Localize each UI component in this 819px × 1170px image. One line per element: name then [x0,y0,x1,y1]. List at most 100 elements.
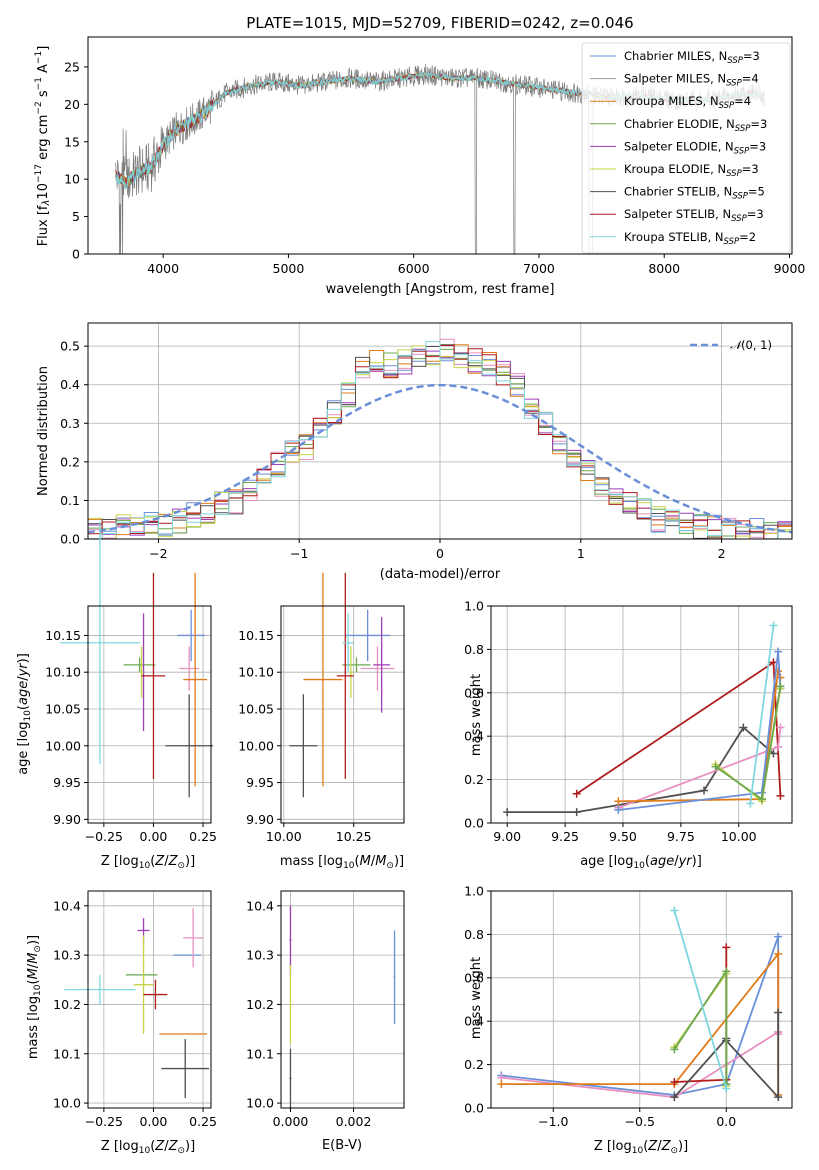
ageM-ytick-label: 10.10 [238,665,274,680]
residual-ytick-label: 0.0 [60,532,80,547]
wAge-marker [774,647,783,656]
spectrum-ytick-label: 15 [64,134,80,149]
legend-label: Kroupa MILES, NSSP=4 [624,94,751,111]
residual-histogram-kroupa-stelib [88,341,792,540]
wAge-marker [769,749,778,758]
wAge-series-line [618,651,782,811]
residual-ylabel: Normed distribution [36,366,51,496]
weight-vs-age-panel: 9.00 9.25 9.50 9.75 10.00 0.0 0.2 0.4 0.6 0.8 1.0 [464,599,793,844]
ageZ-xtick-label: 0.00 [140,829,168,844]
spectrum-ytick-label: 25 [64,59,80,74]
ageM-frame [280,605,405,824]
spectrum-xtick-label: 6000 [398,261,430,276]
massE-ytick-label: 10.3 [246,948,274,963]
massZ-xlabel: Z [log10(Z/Z⊙)] [101,1139,195,1156]
wAge-marker [774,743,783,752]
wZ-marker [670,1077,679,1086]
wZ-xtick-label: −0.5 [625,1114,655,1129]
ageZ-ytick-label: 10.10 [45,665,81,680]
legend-label: Chabrier ELODIE, NSSP=3 [624,117,767,134]
massZ-xtick-label: −0.25 [85,1114,123,1129]
residual-legend: 𝒩(0, 1) [690,338,772,352]
wZ-ytick-label: 0.4 [464,1014,484,1029]
spectrum-xlabel: wavelength [Angstrom, rest frame] [326,282,555,297]
age-vs-mass-panel: 10.00 10.25 9.90 9.95 10.00 10.05 10.10 10.15 [238,572,405,844]
wAge-marker [614,805,623,814]
normal-curve [87,383,793,534]
wZ-marker [670,1045,679,1054]
wZ-marker [722,967,731,976]
spectrum-xtick-label: 7000 [523,261,555,276]
ageM-xtick-label: 10.00 [266,829,302,844]
residual-plot-area [87,323,793,540]
wZ-marker [670,1093,679,1102]
spectrum-ticks: 4000 5000 6000 7000 8000 9000 0 5 10 15 20 25 [64,59,805,276]
massZ-ytick-label: 10.4 [53,898,81,913]
ageZ-xtick-label: −0.25 [85,829,123,844]
residual-xtick-label: −2 [149,546,167,561]
wAge-xtick-label: 9.75 [667,829,695,844]
spectrum-xtick-label: 4000 [147,261,179,276]
residual-xlabel: (data-model)/error [380,567,501,582]
wAge-marker [776,791,785,800]
massE-ytick-label: 10.2 [246,997,274,1012]
wAge-marker [739,723,748,732]
wZ-marker [774,1008,783,1017]
massE-ytick-label: 10.0 [246,1096,274,1111]
wAge-marker [572,808,581,817]
massZ-ytick-label: 10.0 [53,1096,81,1111]
wZ-ylabel: mass weight [469,957,484,1039]
legend-label: Salpeter ELODIE, NSSP=3 [624,139,766,156]
ageM-xlabel: mass [log10(M/M⊙)] [280,854,404,871]
wZ-series-line [673,910,728,1089]
mass-vs-metallicity-panel: −0.25 0.00 0.25 10.0 10.1 10.2 10.3 10.4 [53,890,217,1129]
residual-ytick-label: 0.2 [60,454,80,469]
wAge-series-line [749,625,775,804]
normal-legend-label: 𝒩(0, 1) [730,338,772,352]
spectrum-panel: PLATE=1015, MJD=52709, FIBERID=0242, z=0… [34,14,805,297]
massE-xlabel: E(B-V) [322,1138,362,1153]
residual-xtick-label: 1 [577,546,585,561]
residual-ticks: −2 −1 0 1 2 0.0 0.1 0.2 0.3 0.4 0.5 [60,339,725,561]
spectrum-xtick-label: 8000 [648,261,680,276]
wZ-ytick-label: 0.2 [464,1057,484,1072]
ageM-xtick-label: 10.25 [336,829,372,844]
legend-label: Salpeter STELIB, NSSP=3 [624,207,764,224]
wAge-marker [711,762,720,771]
massZ-xtick-label: 0.25 [189,1114,217,1129]
ageZ-xtick-label: 0.25 [189,829,217,844]
wAge-xtick-label: 9.50 [609,829,637,844]
wAge-marker [746,799,755,808]
spectrum-xtick-label: 9000 [774,261,806,276]
wZ-marker [670,906,679,915]
residual-ytick-label: 0.4 [60,377,80,392]
ageM-ytick-label: 10.15 [238,628,274,643]
residual-panel: −2 −1 0 1 2 0.0 0.1 0.2 0.3 0.4 0.5 (data-model)/e… [36,322,793,582]
age-vs-metallicity-panel: −0.25 0.00 0.25 9.90 9.95 10.00 10.05 10.10 10.1… [45,521,217,844]
wAge-xtick-label: 9.00 [493,829,521,844]
massZ-ylabel: mass [log10(M/M⊙)] [26,935,43,1059]
wZ-xtick-label: −1.0 [538,1114,568,1129]
wZ-marker [774,932,783,941]
wAge-marker [700,786,709,795]
residual-ytick-label: 0.5 [60,339,80,354]
ageZ-ytick-label: 10.00 [45,738,81,753]
ageZ-ylabel: age [log10(age/yr)] [16,653,33,775]
massZ-ytick-label: 10.2 [53,997,81,1012]
massE-ytick-label: 10.1 [246,1046,274,1061]
ageM-ytick-label: 10.00 [238,738,274,753]
wZ-marker [722,1084,731,1093]
legend-label: Salpeter MILES, NSSP=4 [624,72,759,89]
wAge-marker [503,808,512,817]
wZ-ytick-label: 0.6 [464,970,484,985]
wAge-marker [572,789,581,798]
ageZ-ytick-label: 10.05 [45,701,81,716]
legend-label: Chabrier MILES, NSSP=3 [624,49,760,66]
wAge-ytick-label: 0.8 [464,642,484,657]
wZ-ytick-label: 0.0 [464,1101,484,1116]
wAge-xlabel: age [log10(age/yr)] [580,854,702,871]
wAge-marker [776,723,785,732]
legend-label: Kroupa ELODIE, NSSP=3 [624,162,759,179]
spectrum-ytick-label: 5 [72,209,80,224]
massZ-xtick-label: 0.00 [140,1114,168,1129]
